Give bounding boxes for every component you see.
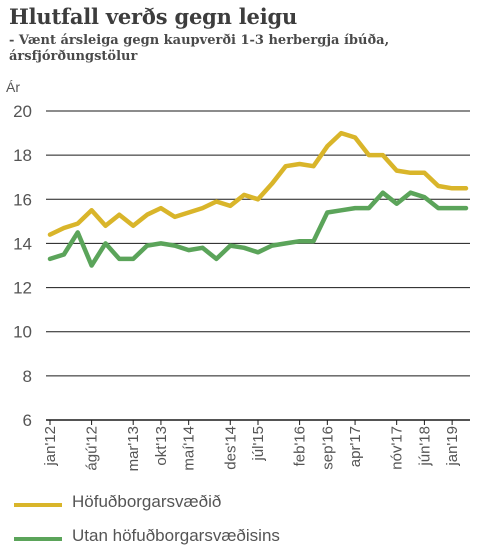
x-tick-label: sep'16 (319, 426, 336, 470)
x-tick-label: jan'12 (42, 426, 59, 467)
y-tick-label: 14 (13, 234, 32, 253)
y-tick-label: 8 (23, 367, 32, 386)
series-line-hofudborgarsvaedid (47, 130, 469, 237)
x-tick-label: feb'16 (292, 426, 309, 466)
y-tick-label: 10 (13, 323, 32, 342)
y-tick-label: 20 (13, 102, 32, 121)
x-tick-label: des'14 (222, 426, 239, 470)
legend-swatch (14, 537, 62, 541)
legend-swatch (14, 503, 62, 507)
series-line-utan-hofudborgarsvaedisins (47, 190, 469, 268)
legend-label: Höfuðborgarsvæðið (72, 492, 222, 511)
chart-subtitle: - Vænt ársleiga gegn kaupverði 1-3 herbe… (9, 33, 390, 64)
x-tick-label: jan'19 (444, 426, 461, 467)
legend-label: Utan höfuðborgarsvæðisins (72, 526, 280, 545)
y-tick-label: 18 (13, 146, 32, 165)
x-tick-label: jún'18 (416, 426, 433, 467)
x-tick-label: okt'13 (153, 426, 170, 466)
x-tick-label: apr'17 (347, 426, 364, 467)
y-tick-label: 12 (13, 279, 32, 298)
chart-title: Hlutfall verðs gegn leigu (9, 4, 298, 29)
y-tick-label: 16 (13, 190, 32, 209)
y-tick-label: 6 (23, 411, 32, 430)
x-tick-label: maí'14 (181, 426, 198, 471)
x-tick-label: júl'15 (250, 426, 267, 462)
y-axis-label: Ár (6, 79, 20, 95)
x-tick-label: ágú'12 (84, 426, 101, 471)
x-tick-label: mar'13 (125, 426, 142, 471)
x-tick-label: nóv'17 (389, 426, 406, 470)
